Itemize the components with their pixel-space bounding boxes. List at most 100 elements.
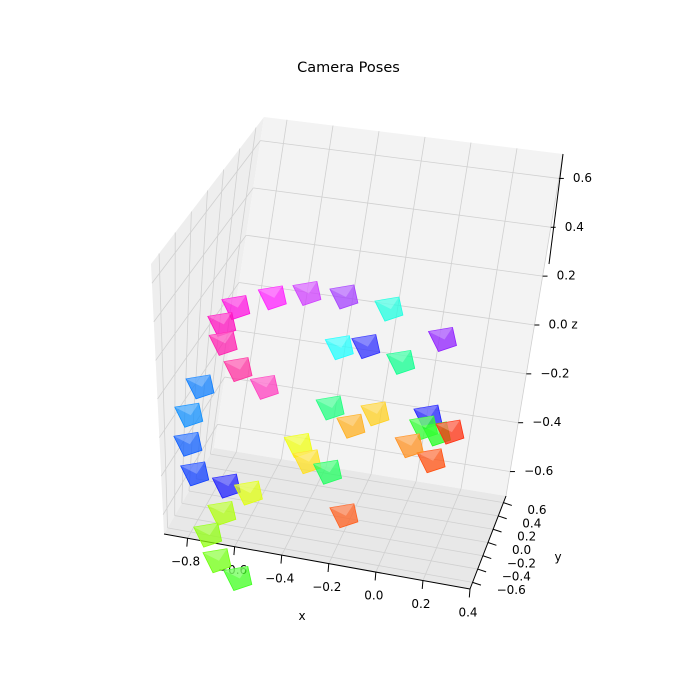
camera-pose-marker — [313, 459, 343, 485]
camera-pose-marker — [427, 327, 457, 352]
y-tick-label: −0.6 — [497, 583, 526, 597]
camera-pose-marker — [249, 374, 279, 400]
camera-frustum-body — [360, 401, 390, 427]
camera-frustum-body — [185, 374, 215, 400]
camera-pose-marker — [173, 431, 203, 457]
z-axis-label: z — [571, 318, 577, 332]
grid-line-z — [260, 140, 559, 179]
camera-frustum-body — [427, 327, 457, 352]
x-tick-label: −0.8 — [171, 555, 200, 569]
x-tick-label: 0.4 — [458, 606, 477, 620]
camera-pose-marker — [257, 285, 287, 311]
grid-line-z — [217, 423, 511, 472]
camera-frustum-face — [180, 461, 205, 474]
camera-frustum-face — [325, 335, 350, 348]
camera-pose-marker — [223, 357, 253, 383]
camera-pose-marker — [208, 330, 238, 356]
tick-mark — [421, 580, 424, 589]
camera-frustum-body — [435, 419, 465, 445]
camera-frustum-body — [394, 433, 424, 459]
camera-frustum-face — [351, 334, 376, 347]
camera-frustum-face — [313, 460, 338, 473]
camera-frustum-face — [193, 523, 218, 536]
camera-frustum-face — [329, 503, 354, 516]
camera-frustum-body — [351, 334, 381, 360]
tick-mark — [487, 542, 497, 546]
camera-pose-marker — [185, 374, 215, 400]
camera-pose-marker — [211, 473, 241, 499]
y-tick-label: 0.0 — [512, 543, 531, 557]
z-axis-line — [548, 153, 564, 265]
camera-pose-marker — [386, 349, 416, 375]
camera-frustum-body — [173, 431, 203, 457]
camera-frustum-face — [224, 357, 248, 370]
camera-pose-marker — [207, 500, 237, 526]
grid-line-z — [153, 187, 254, 323]
camera-pose-marker — [202, 548, 232, 574]
x-tick-label: 0.2 — [411, 597, 430, 611]
grid-line-z — [160, 376, 226, 477]
grid-line-z — [253, 187, 551, 228]
camera-frustum-body — [329, 284, 359, 310]
grid-line-y — [210, 453, 504, 504]
z-tick-label: 0.6 — [573, 171, 592, 185]
camera-frustum-face — [435, 420, 460, 433]
z-tick-label: 0.0 — [549, 318, 568, 332]
camera-frustum-body — [193, 522, 223, 548]
camera-pose-marker — [374, 296, 404, 322]
y-tick-label: −0.2 — [507, 556, 536, 570]
y-tick-label: −0.4 — [502, 570, 531, 584]
camera-frustum-face — [413, 405, 438, 418]
camera-frustum-body — [336, 413, 366, 439]
camera-pose-marker — [329, 503, 359, 529]
camera-frustum-face — [173, 432, 198, 445]
camera-pose-marker — [223, 566, 253, 591]
camera-frustum-face — [428, 327, 453, 340]
camera-frustum-body — [207, 311, 237, 337]
camera-frustum-body — [313, 459, 343, 485]
camera-frustum-body — [249, 374, 279, 400]
camera-pose-marker — [292, 281, 322, 306]
tick-mark — [472, 581, 482, 586]
y-tick-label: 0.4 — [522, 516, 541, 530]
camera-frustum-body — [329, 503, 359, 529]
tick-mark — [468, 588, 471, 598]
tick-mark — [374, 572, 377, 581]
camera-frustum-face — [221, 295, 246, 308]
camera-frustum-body — [223, 566, 253, 591]
y-axis-label: y — [554, 550, 561, 564]
z-tick-label: −0.4 — [532, 415, 561, 429]
camera-frustum-body — [202, 548, 232, 574]
tick-mark — [482, 555, 492, 560]
camera-pose-marker — [233, 480, 263, 506]
camera-frustum-body — [174, 402, 204, 428]
camera-frustum-face — [212, 474, 237, 487]
camera-pose-marker — [435, 419, 465, 445]
camera-frustum-face — [234, 481, 259, 494]
y-tick-label: 0.2 — [517, 530, 536, 544]
tick-mark — [498, 515, 507, 520]
z-tick-label: −0.2 — [540, 366, 569, 380]
camera-frustum-face — [292, 281, 317, 294]
camera-pose-marker — [174, 402, 204, 428]
tick-mark — [503, 502, 512, 506]
camera-frustum-face — [336, 414, 361, 427]
chart-title: Camera Poses — [297, 60, 400, 76]
tick-mark — [327, 563, 330, 573]
camera-frustum-face — [329, 285, 354, 297]
camera-frustum-face — [374, 297, 399, 310]
x-tick-label: −0.2 — [312, 580, 341, 594]
camera-frustum-body — [315, 395, 345, 421]
camera-frustum-face — [174, 403, 199, 416]
grid-line-y — [203, 466, 499, 517]
x-axis-label: x — [298, 609, 305, 623]
camera-frustum-face — [395, 433, 420, 446]
camera-frustum-face — [409, 415, 434, 428]
data-marks — [173, 281, 465, 591]
pane-x-wall — [151, 117, 264, 534]
x-tick-label: 0.0 — [364, 589, 383, 603]
camera-frustum-face — [386, 350, 411, 363]
camera-frustum-body — [180, 461, 210, 487]
grid-line-z — [151, 140, 261, 284]
